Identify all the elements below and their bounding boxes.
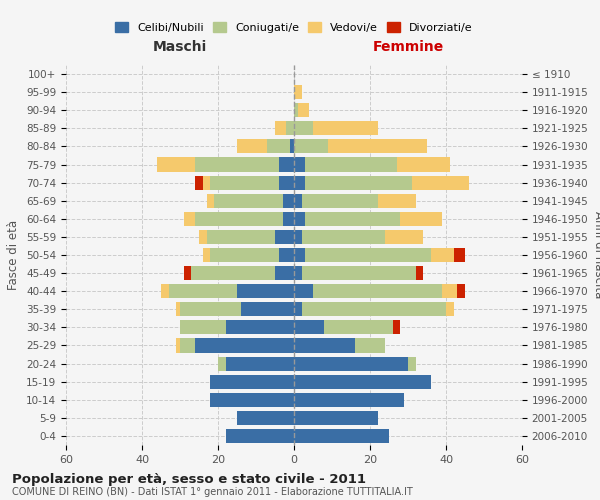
Bar [180, 338, 195, 352]
Bar [294, 140, 328, 153]
Text: Femmine: Femmine [373, 40, 443, 54]
Bar [294, 230, 302, 244]
Bar [294, 212, 305, 226]
Bar [180, 320, 226, 334]
Bar [199, 230, 206, 244]
Bar [325, 320, 393, 334]
Bar [294, 302, 302, 316]
Bar [446, 302, 454, 316]
Bar [454, 248, 465, 262]
Bar [275, 122, 286, 136]
Bar [283, 212, 294, 226]
Bar [305, 176, 412, 190]
Bar [195, 176, 203, 190]
Bar [211, 248, 279, 262]
Bar [203, 248, 211, 262]
Bar [294, 194, 302, 208]
Bar [294, 284, 313, 298]
Bar [275, 266, 294, 280]
Text: Maschi: Maschi [153, 40, 207, 54]
Bar [184, 212, 195, 226]
Bar [169, 284, 237, 298]
Bar [184, 266, 191, 280]
Bar [195, 158, 279, 172]
Bar [206, 230, 275, 244]
Bar [290, 140, 294, 153]
Bar [328, 140, 427, 153]
Bar [412, 176, 469, 190]
Bar [195, 338, 294, 352]
Text: COMUNE DI REINO (BN) - Dati ISTAT 1° gennaio 2011 - Elaborazione TUTTITALIA.IT: COMUNE DI REINO (BN) - Dati ISTAT 1° gen… [12, 487, 413, 497]
Y-axis label: Fasce di età: Fasce di età [7, 220, 20, 290]
Bar [241, 302, 294, 316]
Bar [377, 194, 416, 208]
Bar [294, 411, 377, 425]
Bar [305, 212, 400, 226]
Bar [237, 284, 294, 298]
Bar [294, 374, 431, 388]
Bar [286, 122, 294, 136]
Bar [214, 194, 283, 208]
Bar [294, 158, 305, 172]
Bar [268, 140, 290, 153]
Bar [302, 230, 385, 244]
Bar [191, 266, 275, 280]
Bar [416, 266, 423, 280]
Bar [294, 356, 408, 370]
Bar [305, 248, 431, 262]
Bar [442, 284, 457, 298]
Bar [305, 158, 397, 172]
Bar [393, 320, 400, 334]
Bar [279, 176, 294, 190]
Bar [195, 212, 283, 226]
Bar [226, 356, 294, 370]
Bar [313, 122, 377, 136]
Bar [298, 103, 309, 118]
Y-axis label: Anni di nascita: Anni di nascita [592, 212, 600, 298]
Bar [294, 248, 305, 262]
Bar [211, 374, 294, 388]
Bar [211, 392, 294, 407]
Bar [279, 158, 294, 172]
Bar [457, 284, 465, 298]
Bar [157, 158, 195, 172]
Bar [161, 284, 169, 298]
Bar [211, 176, 279, 190]
Bar [431, 248, 454, 262]
Bar [294, 176, 305, 190]
Bar [397, 158, 450, 172]
Bar [226, 320, 294, 334]
Bar [176, 338, 180, 352]
Bar [302, 194, 377, 208]
Bar [283, 194, 294, 208]
Bar [302, 266, 416, 280]
Bar [294, 429, 389, 443]
Bar [176, 302, 180, 316]
Bar [279, 248, 294, 262]
Bar [294, 320, 325, 334]
Bar [226, 429, 294, 443]
Bar [294, 392, 404, 407]
Bar [203, 176, 211, 190]
Bar [294, 266, 302, 280]
Bar [180, 302, 241, 316]
Bar [206, 194, 214, 208]
Bar [237, 411, 294, 425]
Bar [400, 212, 442, 226]
Bar [302, 302, 446, 316]
Legend: Celibi/Nubili, Coniugati/e, Vedovi/e, Divorziati/e: Celibi/Nubili, Coniugati/e, Vedovi/e, Di… [111, 18, 477, 37]
Bar [218, 356, 226, 370]
Bar [275, 230, 294, 244]
Bar [385, 230, 423, 244]
Bar [237, 140, 268, 153]
Bar [355, 338, 385, 352]
Text: Popolazione per età, sesso e stato civile - 2011: Popolazione per età, sesso e stato civil… [12, 472, 366, 486]
Bar [294, 85, 302, 99]
Bar [294, 103, 298, 118]
Bar [313, 284, 442, 298]
Bar [294, 122, 313, 136]
Bar [408, 356, 416, 370]
Bar [294, 338, 355, 352]
